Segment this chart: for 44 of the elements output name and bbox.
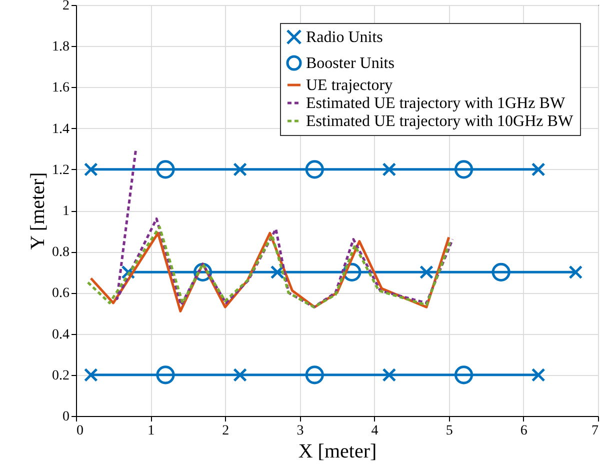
point (84, 162, 98, 176)
point (305, 366, 324, 384)
x-tick-label: 6 (520, 424, 528, 438)
y-tick-label: 1 (62, 204, 70, 219)
y-tick-label: 1.2 (52, 162, 70, 178)
point (382, 162, 396, 176)
y-tick-label: 1.4 (52, 122, 70, 137)
point (531, 162, 546, 176)
point (454, 366, 474, 384)
point (420, 265, 434, 280)
y-tick-label: 1.8 (52, 40, 70, 55)
point (156, 366, 175, 384)
legend-label: UE trajectory (306, 77, 393, 94)
legend-label: Estimated UE trajectory with 1GHz BW (306, 95, 566, 112)
legend-label: Estimated UE trajectory with 10GHz BW (306, 113, 574, 130)
point (382, 368, 396, 382)
line-series (116, 150, 454, 308)
x-axis-title: X [meter] (298, 440, 377, 462)
x-tick-label: 0 (76, 424, 84, 438)
y-tick-label: 2 (62, 0, 70, 14)
legend-label: Booster Units (306, 55, 394, 72)
point (531, 368, 546, 382)
legend-label: Radio Units (306, 29, 383, 46)
point (156, 160, 175, 179)
y-tick-label: 0.4 (52, 327, 70, 342)
x-tick-label: 2 (222, 424, 230, 438)
point (233, 368, 248, 382)
y-axis-title: Y [meter] (27, 172, 49, 250)
x-tick-label: 4 (371, 424, 378, 438)
point (84, 368, 98, 382)
y-tick-label: 1.6 (52, 80, 70, 96)
y-tick-label: 0 (62, 410, 70, 424)
x-tick-label: 5 (446, 424, 453, 438)
y-tick-label: 0.8 (52, 245, 70, 260)
point (233, 162, 248, 176)
y-tick-label: 0.2 (52, 368, 70, 384)
y-tick-label: 0.6 (52, 286, 70, 302)
x-tick-label: 7 (592, 424, 598, 438)
point (454, 160, 474, 179)
point (305, 160, 324, 179)
x-tick-label: 3 (296, 424, 304, 438)
point (568, 265, 583, 280)
x-tick-label: 1 (148, 424, 155, 438)
point (492, 262, 510, 282)
